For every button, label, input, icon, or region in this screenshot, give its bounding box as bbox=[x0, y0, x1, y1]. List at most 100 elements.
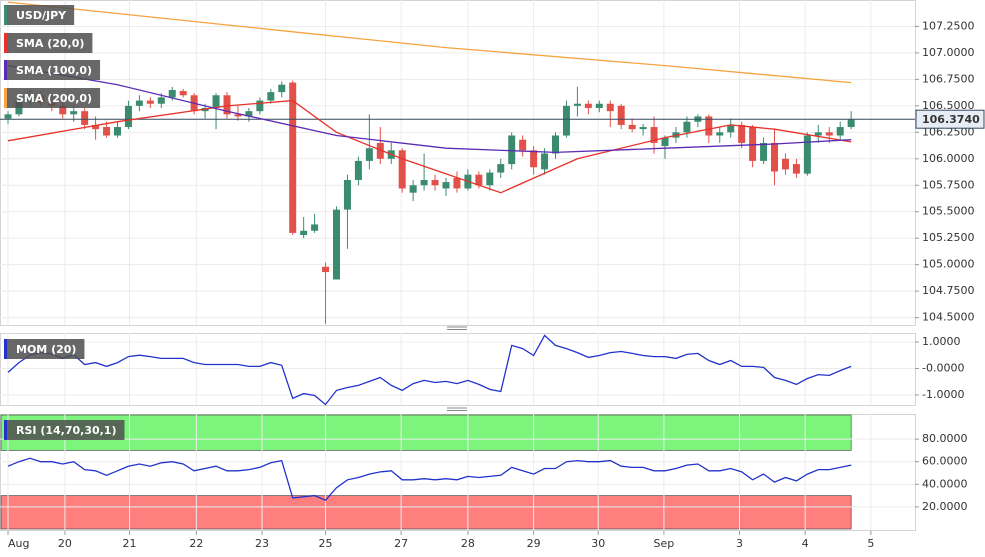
legend-box bbox=[4, 5, 75, 25]
candle-body bbox=[508, 135, 516, 165]
candle-body bbox=[343, 179, 351, 210]
candle-body bbox=[322, 266, 330, 273]
legend-marker bbox=[4, 88, 7, 108]
legend-marker bbox=[4, 339, 7, 359]
candle-body bbox=[289, 82, 297, 233]
legend-label: MOM (20) bbox=[16, 343, 76, 356]
y-tick-label: 104.7500 bbox=[922, 284, 975, 297]
last-price-label: 106.3740 bbox=[922, 113, 980, 126]
candle-body bbox=[814, 132, 822, 136]
legend-label: SMA (100,0) bbox=[16, 64, 92, 77]
y-tick-label: -1.0000 bbox=[922, 388, 964, 401]
candle-body bbox=[584, 103, 592, 108]
candle-body bbox=[836, 127, 844, 136]
candle-body bbox=[311, 224, 319, 231]
candle-body bbox=[552, 135, 560, 154]
candle-body bbox=[475, 174, 483, 186]
x-tick-label: 3 bbox=[736, 537, 743, 550]
candle-body bbox=[573, 103, 581, 106]
candle-body bbox=[245, 111, 253, 117]
candle-body bbox=[771, 142, 779, 172]
candle-body bbox=[628, 124, 636, 130]
y-tick-label: 104.5000 bbox=[922, 311, 975, 324]
candle-body bbox=[606, 103, 614, 112]
legend-marker bbox=[4, 420, 7, 440]
candle-body bbox=[256, 100, 264, 112]
candle-body bbox=[453, 177, 461, 189]
candle-body bbox=[792, 164, 800, 174]
candle-body bbox=[541, 153, 549, 170]
candle-body bbox=[212, 95, 220, 108]
candle-body bbox=[617, 105, 625, 125]
candle-body bbox=[398, 150, 406, 189]
y-tick-label: 107.2500 bbox=[922, 19, 975, 32]
candle-body bbox=[135, 100, 143, 106]
legend-label: SMA (200,0) bbox=[16, 92, 92, 105]
x-tick-label: 20 bbox=[58, 537, 72, 550]
candle-body bbox=[781, 158, 789, 170]
legend-entry: USD/JPY bbox=[4, 5, 75, 25]
y-tick-label: 20.0000 bbox=[922, 500, 968, 513]
y-tick-label: 106.5000 bbox=[922, 99, 975, 112]
candle-body bbox=[442, 182, 450, 189]
candle-body bbox=[4, 114, 12, 119]
legend-marker bbox=[4, 33, 7, 53]
candle-body bbox=[530, 150, 538, 168]
candle-body bbox=[420, 179, 428, 186]
candle-body bbox=[157, 97, 165, 104]
y-tick-label: 80.0000 bbox=[922, 432, 968, 445]
candle-body bbox=[760, 142, 768, 161]
legend-entry: RSI (14,70,30,1) bbox=[4, 420, 125, 440]
candle-body bbox=[333, 209, 341, 280]
series-line bbox=[7, 1, 852, 84]
candle-body bbox=[376, 142, 384, 159]
legend-label: RSI (14,70,30,1) bbox=[16, 424, 116, 437]
candle-body bbox=[124, 105, 132, 128]
legend-entry: SMA (20,0) bbox=[4, 33, 93, 53]
candle-body bbox=[81, 111, 89, 125]
series-line bbox=[7, 64, 852, 154]
x-tick-label: 25 bbox=[319, 537, 333, 550]
candle-body bbox=[223, 95, 231, 115]
x-tick-label: 28 bbox=[461, 537, 475, 550]
x-tick-label: 30 bbox=[591, 537, 605, 550]
legend-box bbox=[4, 33, 93, 53]
y-tick-label: 105.5000 bbox=[922, 205, 975, 218]
candle-body bbox=[716, 132, 724, 136]
y-tick-label: 106.0000 bbox=[922, 152, 975, 165]
y-tick-label: 106.7500 bbox=[922, 72, 975, 85]
legend-marker bbox=[4, 5, 7, 25]
legend-entry: SMA (200,0) bbox=[4, 88, 101, 108]
legend-box bbox=[4, 420, 125, 440]
candle-body bbox=[595, 103, 603, 108]
legend-box bbox=[4, 60, 101, 80]
candle-body bbox=[92, 124, 100, 130]
candle-body bbox=[409, 185, 417, 193]
legend-label: SMA (20,0) bbox=[16, 37, 84, 50]
candle-body bbox=[486, 172, 494, 186]
x-tick-label: 4 bbox=[802, 537, 809, 550]
legend-entry: SMA (100,0) bbox=[4, 60, 101, 80]
candle-body bbox=[146, 100, 154, 104]
series-line bbox=[7, 99, 852, 194]
candle-body bbox=[179, 91, 187, 96]
y-tick-label: 40.0000 bbox=[922, 477, 968, 490]
legend-box bbox=[4, 339, 85, 359]
y-tick-label: -0.0000 bbox=[922, 361, 964, 374]
series-line bbox=[7, 334, 852, 406]
y-tick-label: 60.0000 bbox=[922, 455, 968, 468]
candle-body bbox=[562, 105, 570, 136]
candle-body bbox=[847, 119, 855, 128]
candle-body bbox=[267, 92, 275, 101]
y-tick-label: 105.2500 bbox=[922, 231, 975, 244]
candle-body bbox=[113, 127, 121, 136]
candle-body bbox=[354, 160, 362, 180]
candle-body bbox=[727, 124, 735, 133]
candle-body bbox=[825, 132, 833, 136]
candle-body bbox=[650, 127, 658, 143]
panel bbox=[0, 0, 916, 326]
candle-body bbox=[661, 137, 669, 147]
x-tick-label: Sep bbox=[654, 537, 675, 550]
candle-body bbox=[639, 127, 647, 130]
x-tick-label: Aug bbox=[8, 537, 29, 550]
